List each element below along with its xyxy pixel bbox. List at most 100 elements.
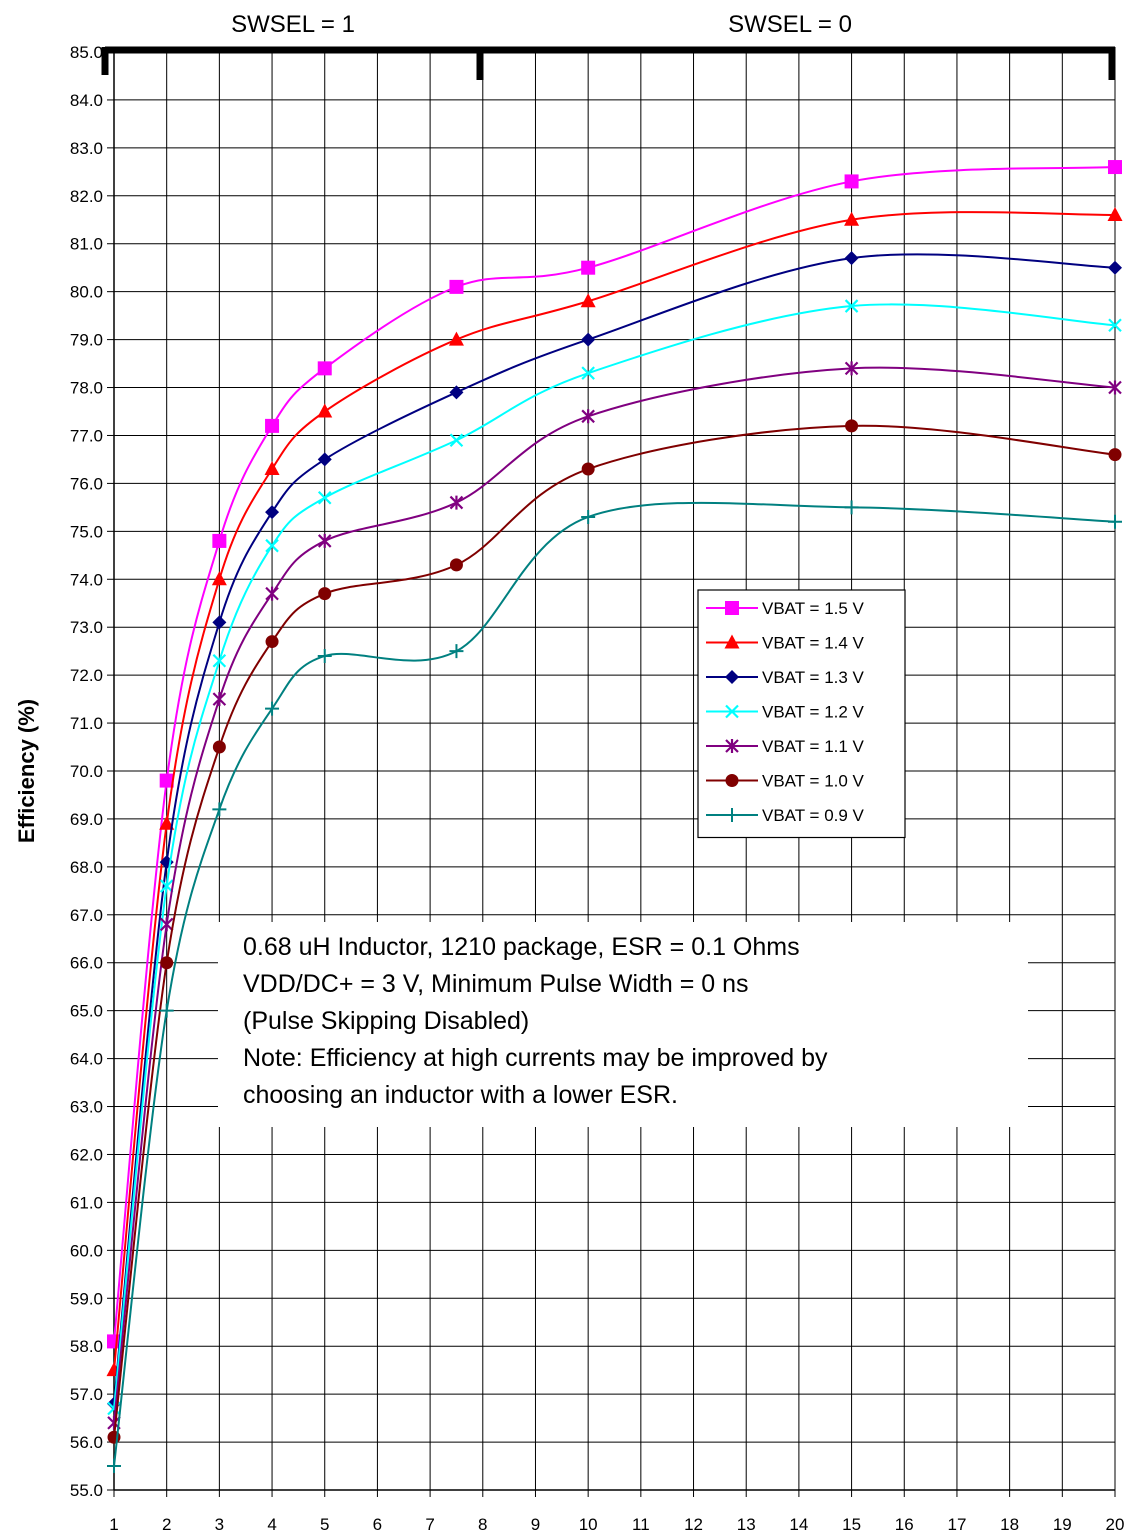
data-point-3	[212, 615, 227, 630]
data-point-2	[159, 773, 174, 788]
y-tick-label-79.0: 79.0	[70, 331, 103, 350]
legend-marker	[724, 634, 740, 649]
y-tick-label-62.0: 62.0	[70, 1145, 103, 1164]
data-point-3	[211, 571, 227, 586]
data-point-5	[318, 587, 332, 601]
data-point-2	[159, 815, 175, 830]
annotation-line-3: (Pulse Skipping Disabled)	[243, 1007, 529, 1035]
y-tick-label-82.0: 82.0	[70, 187, 103, 206]
legend-item-VBAT = 1.1 V: VBAT = 1.1 V	[706, 737, 865, 756]
annotation-background	[218, 922, 1028, 1127]
y-axis-label: Efficiency (%)	[14, 699, 39, 843]
series-line	[113, 303, 1116, 1409]
y-tick-label-57.0: 57.0	[70, 1385, 103, 1404]
data-point-1	[107, 1459, 121, 1474]
series-VBAT = 1.4 V	[106, 206, 1123, 1377]
data-point-5	[317, 648, 332, 663]
data-point-20	[1108, 260, 1122, 275]
x-tick-label-16: 16	[895, 1515, 914, 1534]
x-tick-label-20: 20	[1106, 1515, 1125, 1534]
data-point-5	[317, 361, 332, 376]
legend-marker	[725, 774, 739, 787]
y-tick-label-63.0: 63.0	[70, 1098, 103, 1117]
y-tick-label-70.0: 70.0	[70, 762, 103, 781]
data-point-7.5	[449, 558, 463, 572]
legend-label: VBAT = 1.1 V	[762, 737, 865, 756]
series-VBAT = 1.5 V	[107, 160, 1122, 1349]
data-point-10	[581, 509, 596, 524]
data-point-3	[212, 802, 227, 817]
legend-marker	[725, 808, 739, 822]
series-VBAT = 1.3 V	[107, 251, 1122, 1411]
legend-item-VBAT = 1.5 V: VBAT = 1.5 V	[706, 599, 865, 618]
y-tick-label-65.0: 65.0	[70, 1002, 103, 1021]
series-line	[113, 211, 1116, 1371]
x-tick-label-9: 9	[531, 1515, 540, 1534]
data-point-4	[265, 586, 279, 601]
y-tick-label-76.0: 76.0	[70, 474, 103, 493]
legend-item-VBAT = 1.4 V: VBAT = 1.4 V	[706, 634, 865, 653]
legend-marker	[725, 670, 739, 684]
axes	[107, 51, 1116, 1497]
data-point-2	[159, 917, 174, 932]
mode-brackets: SWSEL = 1 SWSEL = 0	[101, 11, 1116, 80]
series-line	[113, 253, 1116, 1404]
mode-label-swsel-1: SWSEL = 1	[231, 11, 355, 38]
series-VBAT = 1.1 V	[107, 361, 1122, 1430]
y-tick-label-56.0: 56.0	[70, 1433, 103, 1452]
y-tick-label-60.0: 60.0	[70, 1241, 103, 1260]
data-point-2	[160, 956, 174, 970]
legend-label: VBAT = 1.4 V	[762, 634, 865, 653]
data-point-3	[212, 740, 226, 754]
x-tick-label-14: 14	[789, 1515, 808, 1534]
x-tick-label-5: 5	[320, 1515, 329, 1534]
data-point-5	[317, 491, 332, 505]
data-point-10	[581, 366, 595, 380]
legend-item-VBAT = 1.0 V: VBAT = 1.0 V	[706, 772, 865, 791]
data-point-4	[265, 505, 280, 520]
y-tick-label-80.0: 80.0	[70, 283, 103, 302]
x-tick-label-1: 1	[109, 1515, 118, 1534]
y-tick-label-73.0: 73.0	[70, 618, 103, 637]
y-tick-label-55.0: 55.0	[70, 1481, 103, 1500]
data-point-5	[317, 452, 332, 467]
legend-marker	[725, 601, 739, 615]
series-VBAT = 0.9 V	[107, 500, 1122, 1474]
x-tick-label-19: 19	[1053, 1515, 1072, 1534]
x-tick-label-6: 6	[373, 1515, 382, 1534]
series-VBAT = 1.0 V	[107, 419, 1122, 1444]
data-point-10	[580, 293, 596, 308]
x-tick-label-18: 18	[1000, 1515, 1019, 1534]
data-point-15	[844, 211, 860, 226]
y-tick-label-85.0: 85.0	[70, 43, 103, 62]
data-point-7.5	[449, 433, 464, 448]
data-point-5	[317, 533, 332, 548]
y-tick-label-74.0: 74.0	[70, 570, 103, 589]
data-point-7.5	[449, 644, 464, 659]
y-tick-label-69.0: 69.0	[70, 810, 103, 829]
y-tick-label-83.0: 83.0	[70, 139, 103, 158]
data-point-20	[1108, 448, 1122, 462]
data-point-2	[159, 879, 174, 893]
x-tick-label-4: 4	[267, 1515, 276, 1534]
annotation-box: 0.68 uH Inductor, 1210 package, ESR = 0.…	[218, 922, 1028, 1127]
data-point-4	[265, 538, 279, 553]
data-point-10	[581, 260, 596, 275]
x-tick-label-17: 17	[947, 1515, 966, 1534]
data-point-15	[844, 361, 859, 376]
x-tick-label-15: 15	[842, 1515, 861, 1534]
data-point-7.5	[449, 385, 464, 400]
y-tick-label-66.0: 66.0	[70, 954, 103, 973]
legend-box	[697, 589, 906, 839]
y-tick-label-61.0: 61.0	[70, 1193, 103, 1212]
data-point-20	[1108, 160, 1122, 175]
annotation-line-5: choosing an inductor with a lower ESR.	[243, 1081, 678, 1109]
data-point-7.5	[448, 331, 464, 346]
annotation-line-4: Note: Efficiency at high currents may be…	[243, 1044, 828, 1072]
y-tick-label-67.0: 67.0	[70, 906, 103, 925]
y-tick-label-68.0: 68.0	[70, 858, 103, 877]
data-point-15	[844, 500, 859, 515]
legend-item-VBAT = 0.9 V: VBAT = 0.9 V	[706, 806, 865, 825]
data-point-20	[1108, 318, 1122, 332]
